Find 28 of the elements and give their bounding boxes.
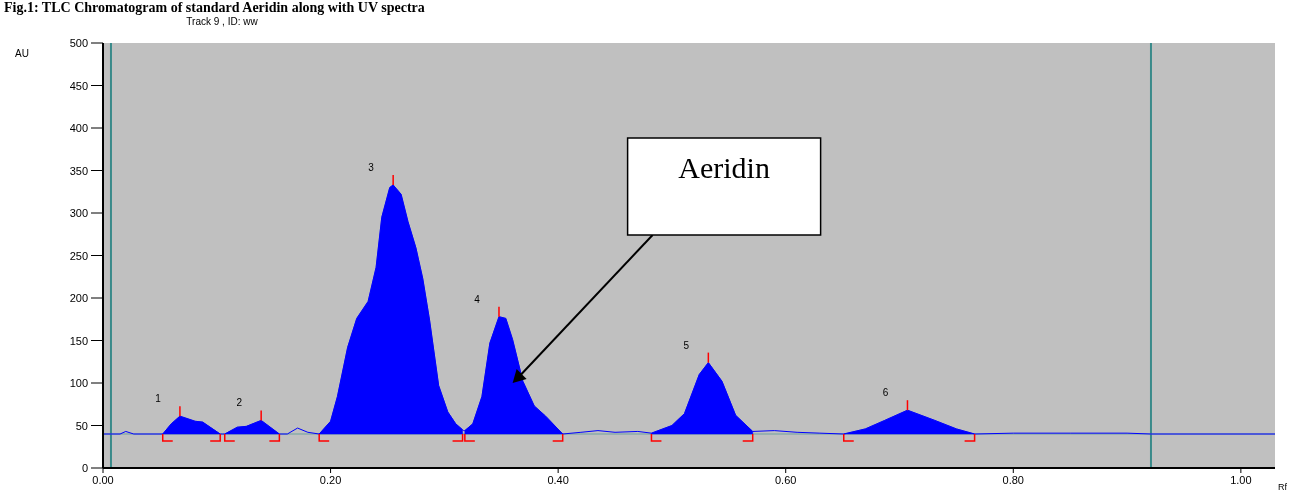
y-tick-label: 100 xyxy=(69,377,88,389)
annotation: 4 xyxy=(474,293,481,305)
y-tick-label: 500 xyxy=(69,37,88,49)
y-tick-label: 300 xyxy=(69,207,88,219)
x-tick-label: 0.80 xyxy=(1002,474,1024,486)
x-tick-label: 1.00 xyxy=(1230,474,1252,486)
annotation: 6 xyxy=(882,387,889,399)
annotation: 5 xyxy=(683,339,690,351)
y-tick-label: 0 xyxy=(81,462,88,474)
y-axis-title: AU xyxy=(15,48,29,59)
annotation: 2 xyxy=(236,397,243,409)
y-tick-label: 350 xyxy=(69,164,88,177)
x-tick-label: 0.20 xyxy=(319,474,342,486)
annotation: Aeridin xyxy=(678,151,770,184)
x-tick-label: 0.60 xyxy=(775,474,797,486)
annotation: 3 xyxy=(368,161,375,173)
x-axis-title: Rf xyxy=(1278,482,1288,492)
y-tick-label: 150 xyxy=(69,334,88,347)
y-tick-label: 400 xyxy=(69,122,88,134)
y-tick-label: 450 xyxy=(69,79,88,92)
chart-title: Fig.1: TLC Chromatogram of standard Aeridin along with UV spectra xyxy=(4,0,425,15)
x-tick-label: 0.00 xyxy=(92,474,114,486)
y-tick-label: 50 xyxy=(75,419,88,432)
chart-subtitle: Track 9 , ID: ww xyxy=(186,16,259,27)
x-tick-label: 0.40 xyxy=(547,474,569,486)
annotation: 1 xyxy=(155,393,162,405)
y-tick-label: 200 xyxy=(69,292,88,304)
y-tick-label: 250 xyxy=(69,249,88,262)
